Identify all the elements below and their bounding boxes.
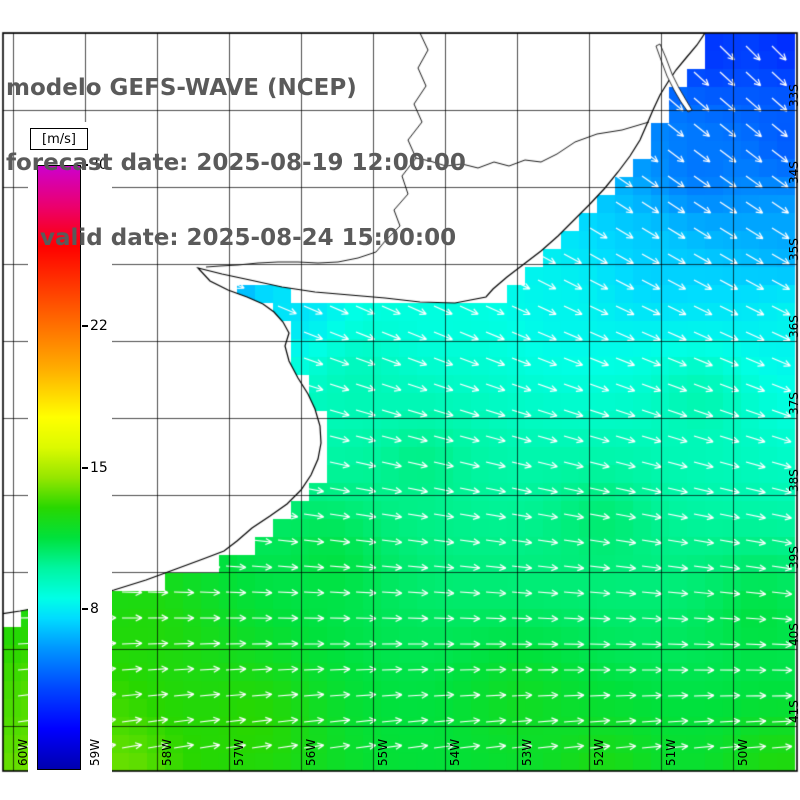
colorbar-tick-mark xyxy=(82,607,88,610)
colorbar-tick-mark xyxy=(82,164,88,166)
colorbar-tick-label: 30 xyxy=(90,157,108,173)
colorbar-unit-box: [m/s] xyxy=(30,128,88,150)
colorbar-tick-mark xyxy=(82,466,88,469)
colorbar-tick-label: 15 xyxy=(90,459,108,476)
colorbar-panel: [m/s] 30 22 15 8 xyxy=(28,122,112,782)
colorbar-tick-label: 22 xyxy=(90,318,108,335)
colorbar-tick-label: 8 xyxy=(90,600,99,617)
colorbar-tick-mark xyxy=(82,325,88,328)
colorbar-gradient xyxy=(37,165,81,770)
colorbar-unit-label: [m/s] xyxy=(42,131,76,147)
